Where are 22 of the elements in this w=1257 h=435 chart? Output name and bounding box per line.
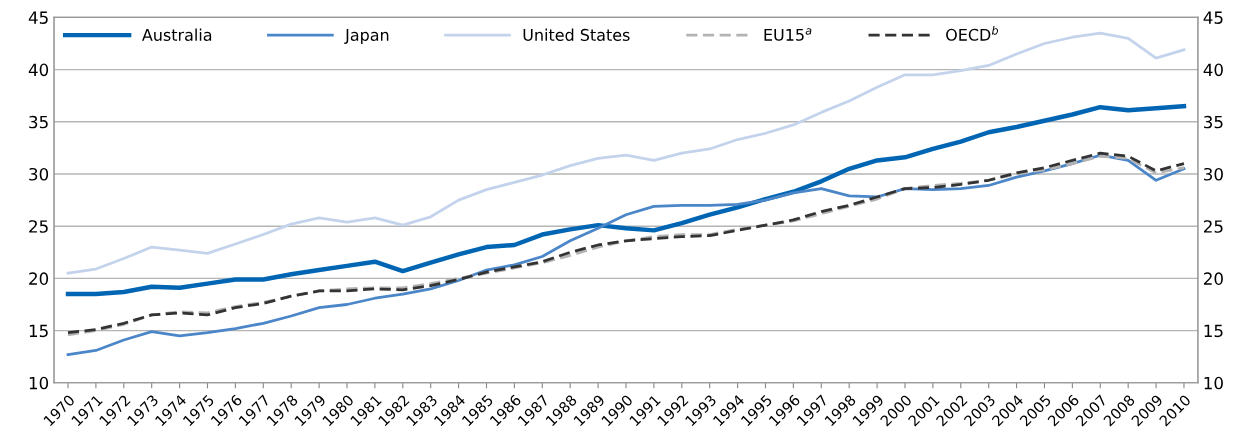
y2-tick-label: 35 xyxy=(1204,115,1223,129)
y2-tick-label: 10 xyxy=(1204,376,1223,390)
y2-tick-label: 20 xyxy=(1204,272,1223,285)
y-tick-label: 20 xyxy=(29,272,49,285)
legend-label: Japan xyxy=(344,29,389,45)
y2-tick-label: 25 xyxy=(1204,220,1223,233)
y2-tick-label: 15 xyxy=(1204,324,1223,338)
legend-label: Australia xyxy=(142,28,212,41)
y2-tick-label: 40 xyxy=(1203,63,1223,77)
legend-label: OECD$^{b}$ xyxy=(946,26,999,41)
legend-label: EU15$^{a}$ xyxy=(764,28,812,41)
y-tick-label: 10 xyxy=(29,376,49,390)
y-tick-label: 15 xyxy=(29,324,48,338)
line-series xyxy=(65,103,1187,297)
y-tick-label: 30 xyxy=(29,167,49,181)
legend-label: United States xyxy=(523,28,630,41)
y-tick-label: 35 xyxy=(29,115,48,129)
y2-tick-label: 30 xyxy=(1204,167,1223,181)
y-tick-label: 45 xyxy=(28,11,48,24)
y-tick-label: 25 xyxy=(29,220,48,233)
y2-tick-label: 45 xyxy=(1203,11,1223,24)
y-tick-label: 40 xyxy=(28,63,49,77)
